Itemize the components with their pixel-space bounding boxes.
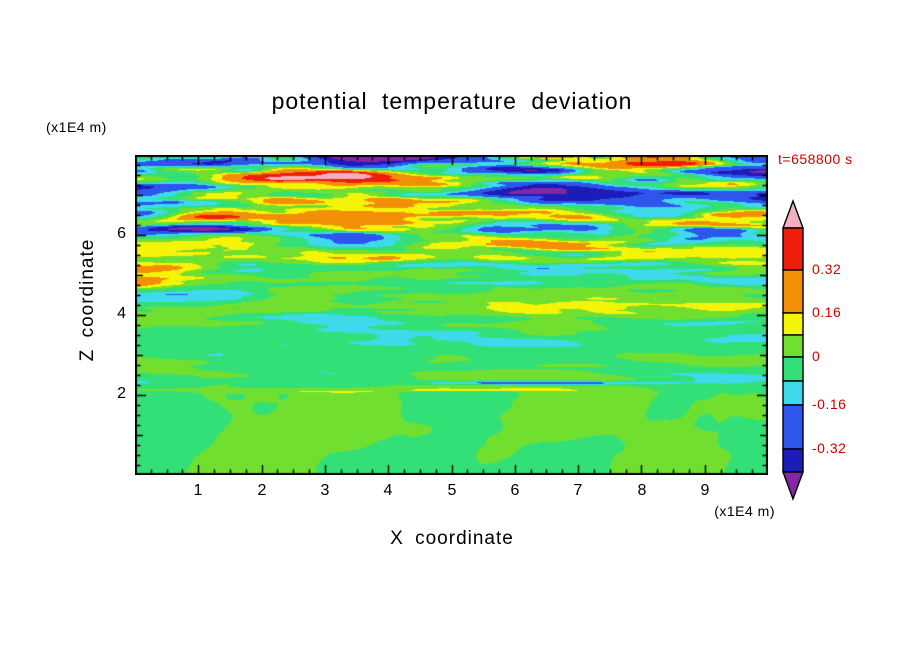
z-tick-label: 6 [117, 225, 126, 242]
x-tick-label: 4 [383, 482, 393, 499]
x-tick-label: 3 [320, 482, 330, 499]
colorbar-tick-label: -0.16 [812, 396, 847, 412]
z-axis-title: Z coordinate [77, 238, 98, 362]
z-tick-label: 4 [117, 305, 126, 322]
colorbar [781, 198, 805, 502]
x-axis-unit-label: (x1E4 m) [714, 503, 775, 519]
z-axis-unit-label: (x1E4 m) [46, 119, 107, 135]
chart-title: potential temperature deviation [271, 88, 633, 114]
colorbar-tick-label: -0.32 [812, 440, 847, 456]
colorbar-tick-label: 0 [812, 348, 821, 364]
colorbar-tick-label: 0.32 [812, 261, 842, 277]
x-tick-label: 8 [637, 482, 647, 499]
x-tick-label: 1 [193, 482, 203, 499]
x-tick-label: 6 [510, 482, 520, 499]
x-tick-label: 2 [257, 482, 267, 499]
contour-plot [135, 155, 768, 475]
z-tick-label: 2 [117, 385, 126, 402]
x-tick-label: 7 [573, 482, 583, 499]
x-tick-label: 5 [447, 482, 457, 499]
colorbar-tick-label: 0.16 [812, 304, 842, 320]
time-stamp-label: t=658800 s [778, 151, 853, 167]
x-tick-label: 9 [700, 482, 710, 499]
x-axis-title: X coordinate [390, 528, 514, 549]
